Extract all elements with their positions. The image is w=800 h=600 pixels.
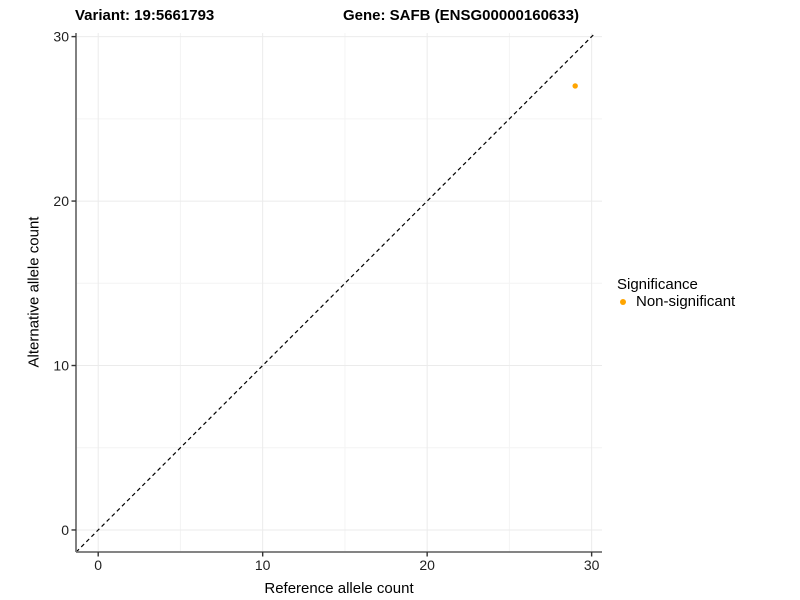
legend-item: Non-significant: [615, 293, 736, 310]
legend-point-swatch-icon: [620, 298, 626, 305]
x-tick-label: 20: [419, 557, 435, 573]
legend-item-label: Non-significant: [636, 293, 736, 310]
y-tick-label: 20: [53, 193, 69, 209]
y-tick-label: 30: [53, 29, 69, 45]
y-axis-label: Alternative allele count: [25, 216, 43, 368]
x-tick-label: 10: [255, 557, 271, 573]
x-axis-label: Reference allele count: [264, 580, 414, 597]
y-tick-label: 10: [53, 357, 69, 373]
data-point: [572, 83, 578, 89]
x-tick-label: 0: [94, 557, 102, 573]
legend: Significance Non-significant: [615, 276, 736, 310]
variant-title: Variant: 19:5661793: [75, 7, 215, 24]
gene-title: Gene: SAFB (ENSG00000160633): [343, 7, 579, 24]
identity-line: [75, 32, 596, 553]
legend-title: Significance: [617, 276, 698, 293]
x-tick-label: 30: [584, 557, 600, 573]
y-tick-label: 0: [61, 522, 69, 538]
